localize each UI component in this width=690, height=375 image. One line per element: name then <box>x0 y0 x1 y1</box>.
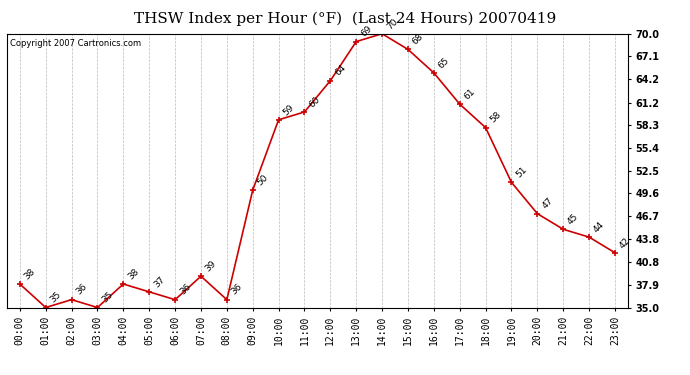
Text: 37: 37 <box>152 274 166 289</box>
Text: 35: 35 <box>48 290 63 305</box>
Text: 59: 59 <box>282 102 296 117</box>
Text: 35: 35 <box>100 290 115 305</box>
Text: 38: 38 <box>23 267 37 281</box>
Text: 64: 64 <box>333 63 348 78</box>
Text: 36: 36 <box>230 282 244 297</box>
Text: 45: 45 <box>566 212 580 226</box>
Text: 42: 42 <box>618 236 632 250</box>
Text: 69: 69 <box>359 24 373 39</box>
Text: 44: 44 <box>592 220 607 234</box>
Text: 36: 36 <box>75 282 89 297</box>
Text: 47: 47 <box>540 196 555 211</box>
Text: 36: 36 <box>178 282 193 297</box>
Text: THSW Index per Hour (°F)  (Last 24 Hours) 20070419: THSW Index per Hour (°F) (Last 24 Hours)… <box>134 11 556 26</box>
Text: 65: 65 <box>437 56 451 70</box>
Text: 68: 68 <box>411 32 425 46</box>
Text: 38: 38 <box>126 267 141 281</box>
Text: 61: 61 <box>462 87 477 101</box>
Text: Copyright 2007 Cartronics.com: Copyright 2007 Cartronics.com <box>10 39 141 48</box>
Text: 58: 58 <box>489 110 503 125</box>
Text: 50: 50 <box>255 173 270 188</box>
Text: 51: 51 <box>514 165 529 180</box>
Text: 60: 60 <box>307 95 322 109</box>
Text: 39: 39 <box>204 259 218 273</box>
Text: 70: 70 <box>385 16 400 31</box>
